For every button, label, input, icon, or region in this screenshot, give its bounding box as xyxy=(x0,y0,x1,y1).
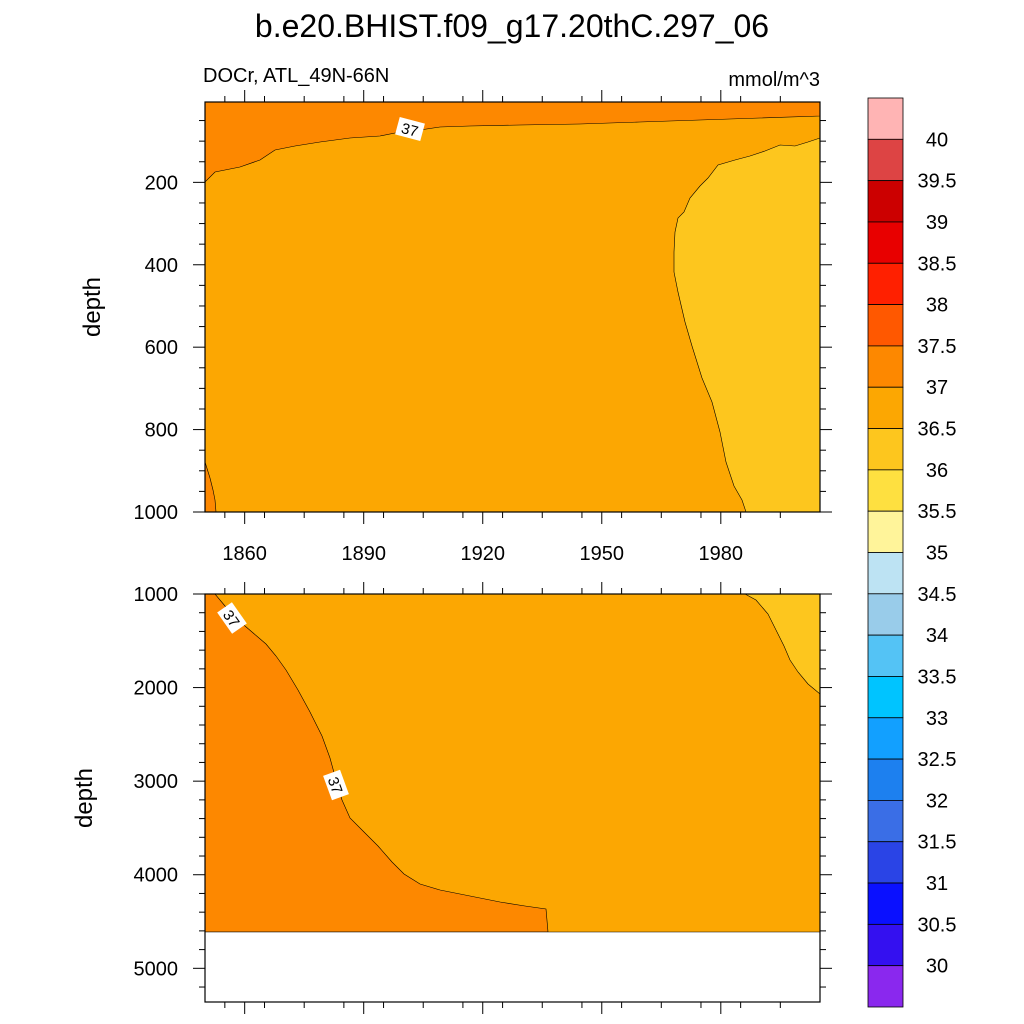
y-tick-label: 1000 xyxy=(134,584,179,606)
colorbar-swatch xyxy=(867,923,904,967)
colorbar-label: 37.5 xyxy=(918,336,957,358)
y-tick-label: 4000 xyxy=(134,865,179,887)
colorbar-label: 35 xyxy=(926,543,948,565)
colorbar-label: 38.5 xyxy=(918,253,957,275)
x-tick-label: 1920 xyxy=(460,543,505,565)
y-tick-label: 1000 xyxy=(134,502,179,524)
colorbar-swatch xyxy=(867,593,904,636)
colorbar-swatch xyxy=(867,386,904,429)
lower-y-axis-label: depth xyxy=(71,768,98,828)
colorbar-label: 36 xyxy=(926,460,948,482)
colorbar-label: 30.5 xyxy=(918,914,957,936)
colorbar-swatch xyxy=(867,800,904,843)
chart-title: b.e20.BHIST.f09_g17.20thC.297_06 xyxy=(255,8,769,44)
colorbar-swatch xyxy=(867,262,904,305)
colorbar-swatch xyxy=(867,758,904,801)
colorbar-swatch xyxy=(867,841,904,884)
colorbar-swatch xyxy=(867,345,904,388)
lower-axes: 1000 2000 3000 4000 5000 xyxy=(134,582,832,1014)
colorbar-swatch xyxy=(867,138,904,182)
colorbar-label: 31 xyxy=(926,873,948,895)
colorbar-swatch xyxy=(867,469,904,512)
x-tick-label: 1980 xyxy=(699,543,744,565)
upper-axes: 200 400 600 800 1000 1860 1890 1920 1950 1980 xyxy=(134,90,832,565)
colorbar-swatch xyxy=(867,717,904,760)
colorbar-swatch xyxy=(867,676,904,719)
colorbar-label: 35.5 xyxy=(918,501,957,523)
upper-contour-label-37: 37 xyxy=(395,116,425,142)
colorbar-swatch xyxy=(867,180,904,223)
x-tick-label: 1890 xyxy=(341,543,386,565)
colorbar-label: 32 xyxy=(926,790,948,812)
lower-plot-frame xyxy=(204,593,821,1003)
lower-contour-label-37-a: 37 xyxy=(217,602,247,634)
y-tick-label: 400 xyxy=(145,255,178,277)
colorbar-swatch xyxy=(867,97,904,140)
colorbar-label: 34.5 xyxy=(918,584,957,606)
upper-y-axis-label: depth xyxy=(79,277,106,337)
colorbar-swatch xyxy=(867,552,904,595)
colorbar-label: 39 xyxy=(926,212,948,234)
x-tick-label: 1860 xyxy=(222,543,267,565)
colorbar-swatch xyxy=(867,882,904,925)
colorbar-label: 36.5 xyxy=(918,419,957,441)
panel-subtitle-right: mmol/m^3 xyxy=(728,69,820,91)
upper-plot-frame xyxy=(204,101,821,513)
colorbar-label: 39.5 xyxy=(918,171,957,193)
y-tick-label: 2000 xyxy=(134,678,179,700)
y-tick-label: 800 xyxy=(145,420,178,442)
colorbar-label: 32.5 xyxy=(918,749,957,771)
colorbar-swatch xyxy=(867,428,904,471)
colorbar-label: 40 xyxy=(926,129,948,151)
colorbar-swatch xyxy=(867,304,904,347)
colorbar-swatch xyxy=(867,510,904,553)
colorbar-swatch xyxy=(867,634,904,677)
colorbar-swatch xyxy=(867,965,904,1008)
colorbar-label: 33.5 xyxy=(918,666,957,688)
lower-panel: 37 37 1000 2000 3000 4000 5000 depth xyxy=(71,582,832,1014)
svg-text:37: 37 xyxy=(219,607,242,630)
colorbar-label: 33 xyxy=(926,708,948,730)
y-tick-label: 200 xyxy=(145,172,178,194)
lower-contour-label-37-b: 37 xyxy=(323,769,349,801)
colorbar-label: 38 xyxy=(926,295,948,317)
colorbar-label: 37 xyxy=(926,377,948,399)
y-tick-label: 5000 xyxy=(134,958,179,980)
svg-text:37: 37 xyxy=(399,120,420,141)
lower-region-37 xyxy=(204,593,549,933)
y-tick-label: 600 xyxy=(145,337,178,359)
upper-region-36 xyxy=(673,137,821,513)
y-tick-label: 3000 xyxy=(134,771,179,793)
panel-subtitle-left: DOCr, ATL_49N-66N xyxy=(203,65,389,87)
colorbar-label: 31.5 xyxy=(918,832,957,854)
colorbar-label: 34 xyxy=(926,625,948,647)
colorbar-label: 30 xyxy=(926,956,948,978)
colorbar: 40 39.5 39 38.5 38 37.5 37 36.5 36 35.5 35 34.5 34 33… xyxy=(867,97,957,1008)
svg-text:37: 37 xyxy=(324,775,346,796)
x-tick-label: 1950 xyxy=(580,543,625,565)
lower-missing-area xyxy=(205,932,820,1002)
colorbar-swatch xyxy=(867,221,904,264)
